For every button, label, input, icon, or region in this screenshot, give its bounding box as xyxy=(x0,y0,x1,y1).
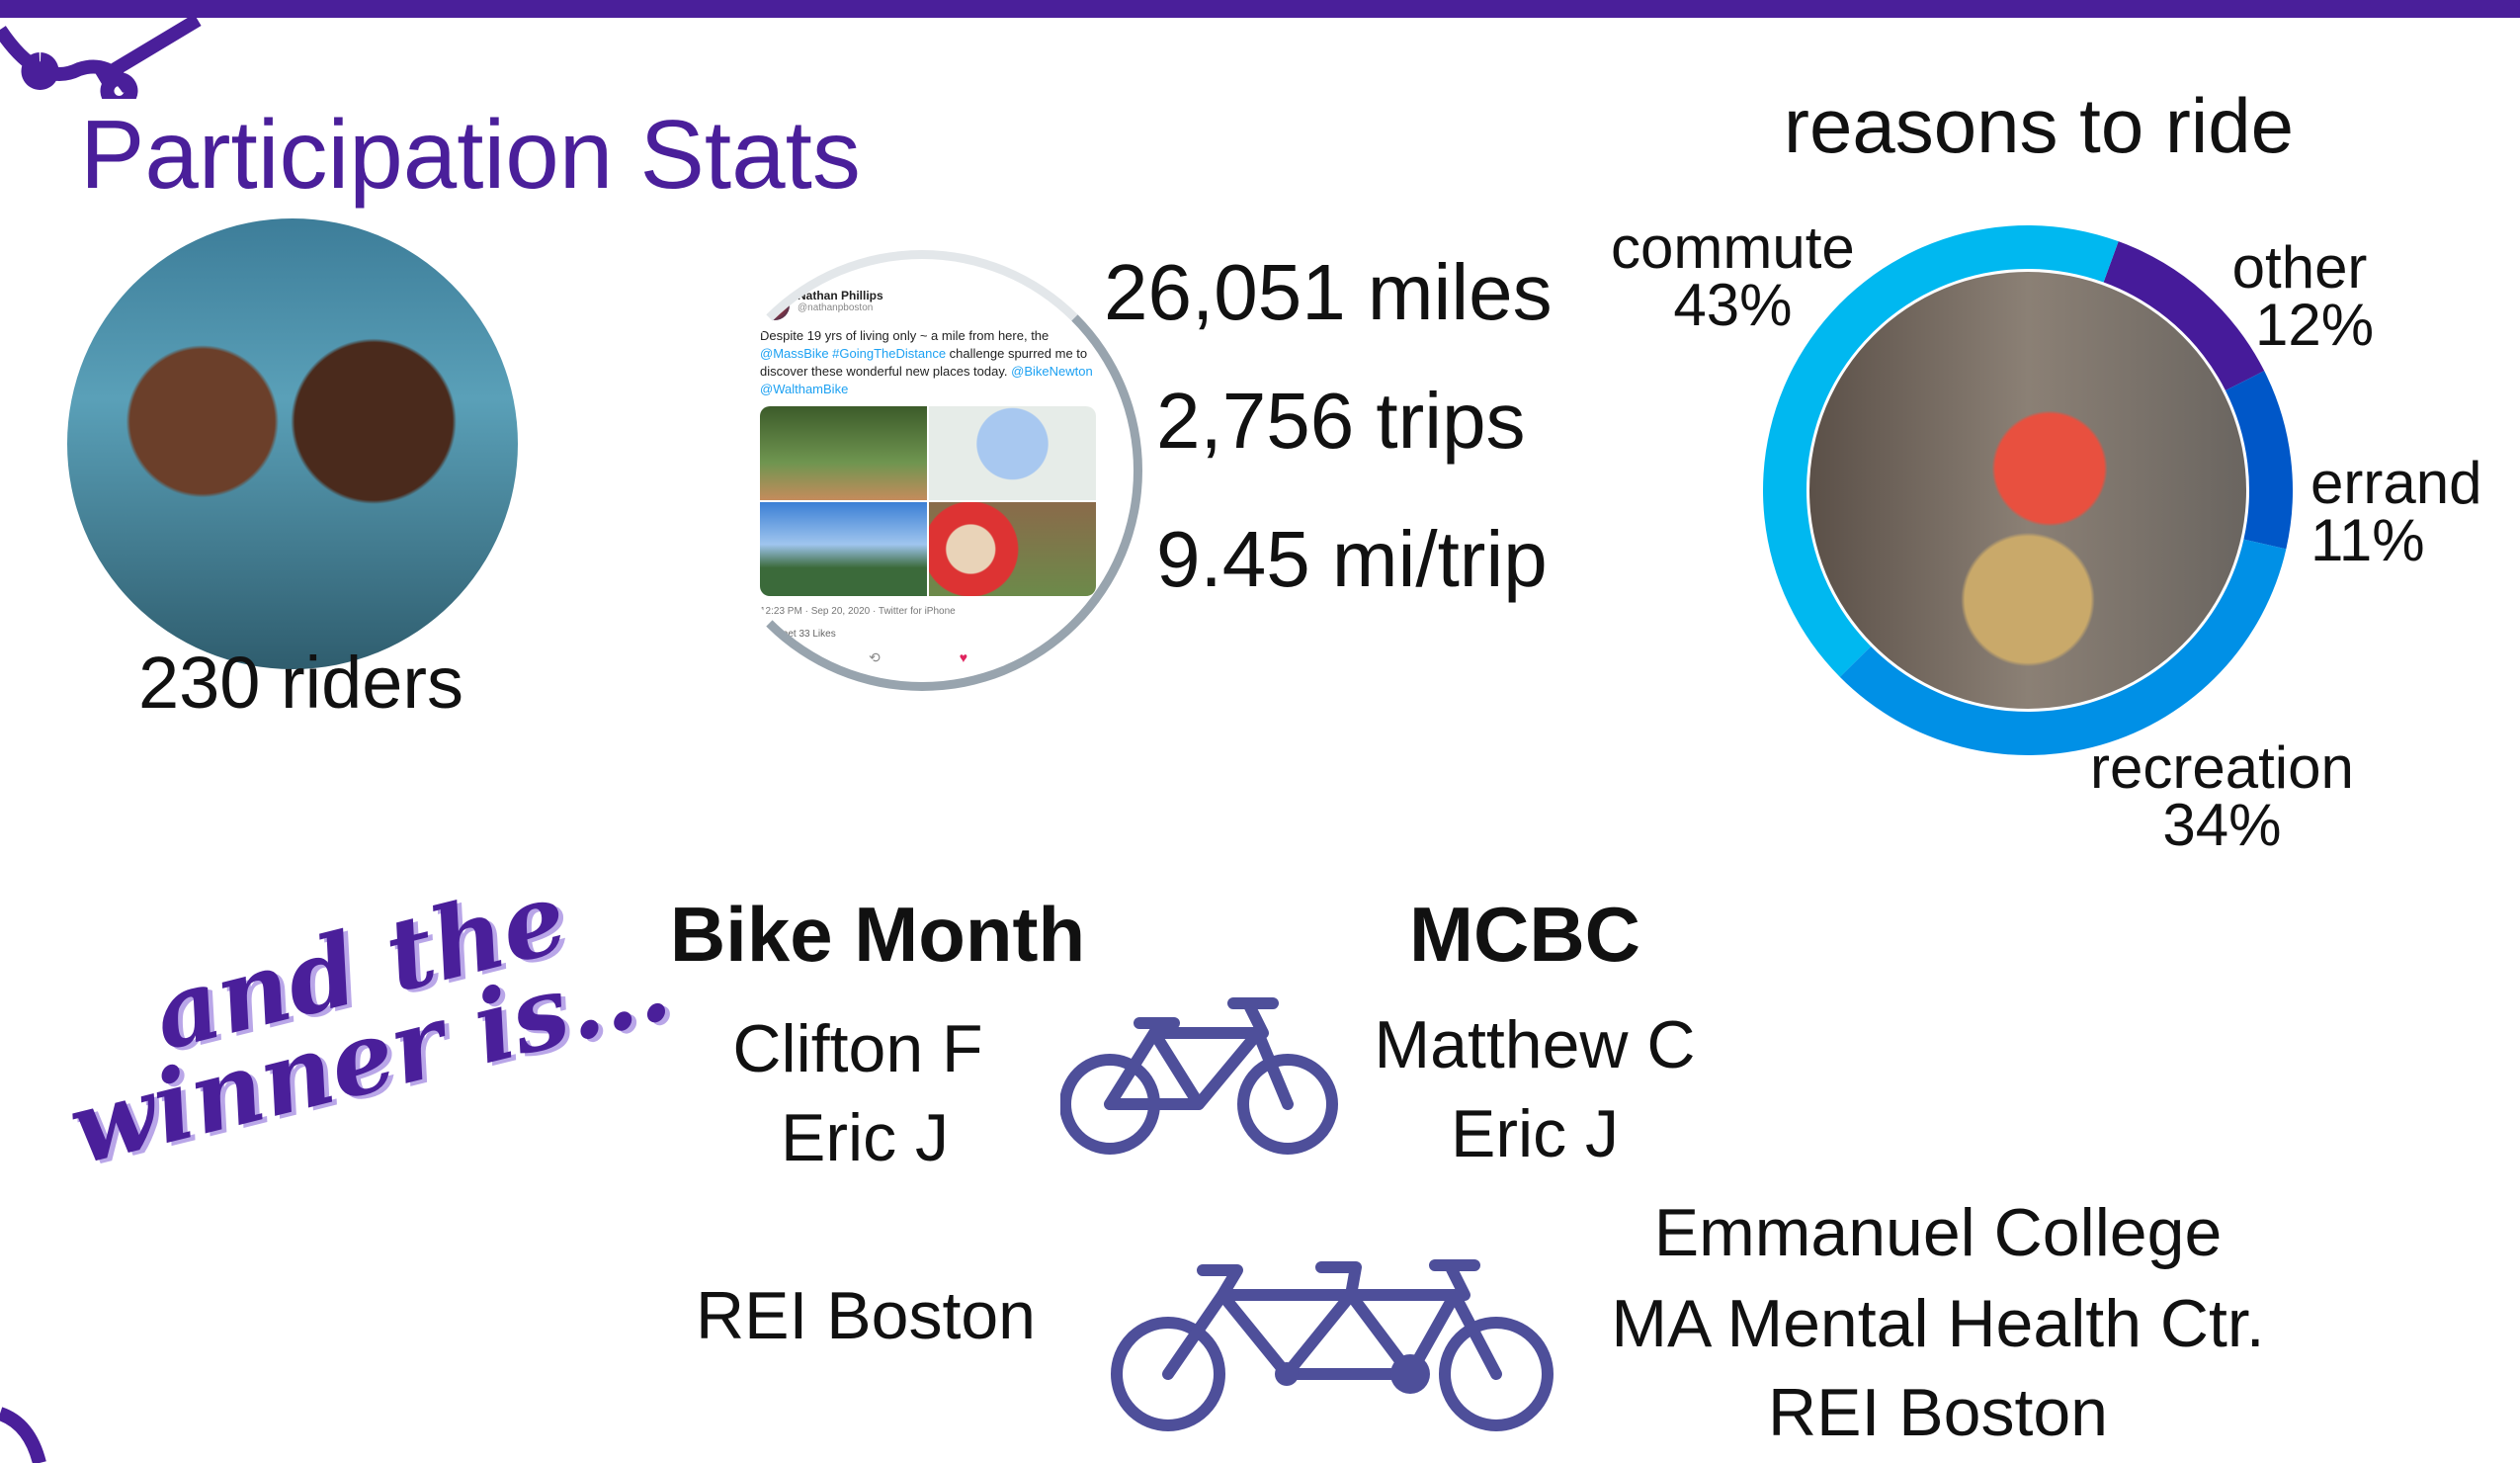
heart-icon: ♥ xyxy=(959,649,968,665)
label-name: commute xyxy=(1611,215,1855,281)
bicycle-icon xyxy=(1060,997,1338,1155)
tweet-link[interactable]: @BikeNewton @WalthamBike xyxy=(760,364,1093,396)
riders-count: 230 riders xyxy=(138,642,464,724)
label-name: errand xyxy=(2310,450,2482,516)
mcbc-winner: Matthew C xyxy=(1374,1007,1696,1082)
tweet-text: Despite 19 yrs of living only ~ a mile f… xyxy=(760,327,1116,398)
riders-photo xyxy=(67,218,518,669)
reasons-donut-chart xyxy=(1763,224,2293,755)
stat-miles-per-trip: 9.45 mi/trip xyxy=(1156,515,1548,603)
label-commute: commute 43% xyxy=(1611,215,1855,338)
label-name: other xyxy=(2231,234,2368,301)
mcbc-heading: MCBC xyxy=(1409,891,1640,978)
tweet-photos xyxy=(760,406,1096,596)
bike-chain-decoration xyxy=(0,1407,46,1463)
label-value: 43% xyxy=(1673,272,1793,338)
bike-month-winner: Eric J xyxy=(781,1100,949,1175)
retweet-icon: ⟲ xyxy=(869,649,881,665)
tweet-counts: Retweet 33 Likes xyxy=(760,629,836,640)
bike-chain-decoration xyxy=(0,13,202,99)
mcbc-winner: Eric J xyxy=(1451,1096,1619,1171)
page-title: Participation Stats xyxy=(80,100,861,209)
tweet-handle: @nathanpboston xyxy=(798,302,874,313)
bike-month-team-winner: REI Boston xyxy=(696,1278,1036,1353)
tweet-author: Nathan Phillips xyxy=(798,289,883,302)
donut-slice-commute xyxy=(1763,224,2119,677)
label-name: recreation xyxy=(2090,734,2354,801)
label-recreation: recreation 34% xyxy=(2090,734,2354,858)
label-errand: errand 11% xyxy=(2310,450,2482,573)
stat-miles: 26,051 miles xyxy=(1104,248,1553,336)
mcbc-team-winner: REI Boston xyxy=(1768,1375,2108,1450)
top-bar xyxy=(0,0,2520,18)
tweet-screenshot: Nathan Phillips @nathanpboston Despite 1… xyxy=(702,250,1142,691)
tweet-link[interactable]: @MassBike #GoingTheDistance xyxy=(760,346,947,361)
mcbc-team-winner: Emmanuel College xyxy=(1653,1195,2223,1270)
label-value: 11% xyxy=(2310,507,2425,573)
donut-slice-recreation xyxy=(1839,539,2287,755)
tweet-text-part: Despite 19 yrs of living only ~ a mile f… xyxy=(760,328,1050,343)
tweet-avatar xyxy=(760,291,790,320)
chart-title: reasons to ride xyxy=(1784,82,2294,169)
rider-photo xyxy=(1809,272,2246,709)
label-value: 12% xyxy=(2255,292,2375,358)
donut-slice-errand xyxy=(2225,371,2293,550)
winner-heading: and the winner is... xyxy=(40,850,680,1187)
stat-trips: 2,756 trips xyxy=(1156,377,1526,465)
tweet-text-part: challenge spurred me to discover these w… xyxy=(760,346,1088,379)
label-value: 34% xyxy=(2162,792,2282,858)
donut-slice-other xyxy=(2103,241,2265,391)
mcbc-team-winner: MA Mental Health Ctr. xyxy=(1611,1286,2265,1361)
tweet-meta: 12:23 PM · Sep 20, 2020 · Twitter for iP… xyxy=(760,606,956,617)
tandem-bicycle-icon xyxy=(1111,1259,1554,1431)
label-other: other 12% xyxy=(2226,234,2375,358)
bike-month-winner: Clifton F xyxy=(732,1011,983,1086)
bike-month-heading: Bike Month xyxy=(669,891,1086,978)
